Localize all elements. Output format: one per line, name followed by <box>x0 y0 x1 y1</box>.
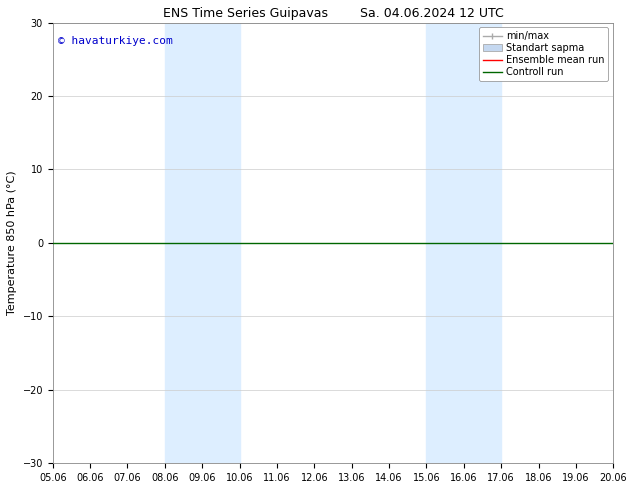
Legend: min/max, Standart sapma, Ensemble mean run, Controll run: min/max, Standart sapma, Ensemble mean r… <box>479 27 609 81</box>
Text: © havaturkiye.com: © havaturkiye.com <box>58 36 173 46</box>
Title: ENS Time Series Guipavas        Sa. 04.06.2024 12 UTC: ENS Time Series Guipavas Sa. 04.06.2024 … <box>162 7 503 20</box>
Y-axis label: Temperature 850 hPa (°C): Temperature 850 hPa (°C) <box>7 171 17 315</box>
Bar <box>427 23 501 464</box>
Bar <box>165 23 240 464</box>
